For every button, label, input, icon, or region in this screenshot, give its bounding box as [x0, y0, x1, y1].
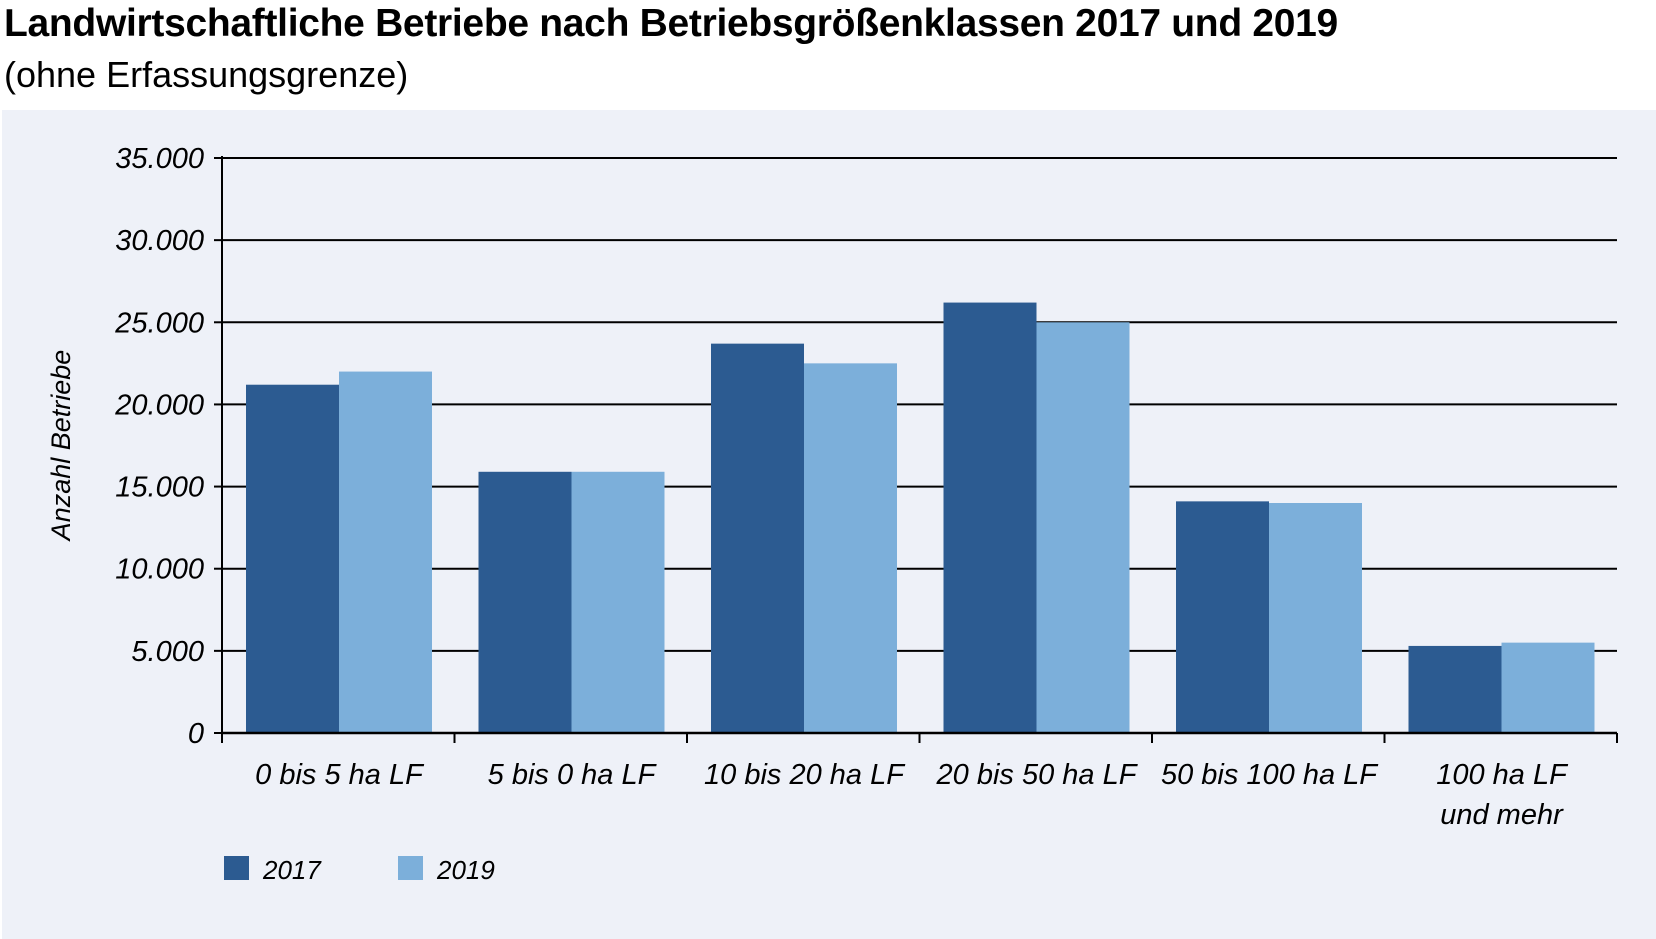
legend-label-2017: 2017	[262, 855, 322, 885]
chart-subtitle: (ohne Erfassungsgrenze)	[4, 54, 409, 95]
bar-2017	[711, 343, 804, 733]
bar-2019	[1036, 322, 1130, 733]
legend-swatch-2017	[224, 856, 249, 880]
x-tick-label: 20 bis 50 ha LF	[936, 759, 1139, 791]
x-tick-label: 50 bis 100 ha LF	[1161, 759, 1379, 791]
gridlines	[222, 157, 1617, 652]
bar-2019	[804, 363, 897, 733]
bars	[246, 302, 1595, 733]
legend-swatch-2019	[398, 856, 423, 880]
y-tick-label: 30.000	[115, 225, 204, 257]
x-tick-label: 5 bis 0 ha LF	[488, 759, 658, 791]
x-tick-label: 0 bis 5 ha LF	[255, 759, 425, 791]
tick-labels: 0 5.000 10.000 15.000 20.000 25.000 30.000 35.0…	[114, 143, 1569, 831]
bar-2019	[339, 371, 432, 733]
x-tick-label: 100 ha LF	[1436, 759, 1569, 791]
bar-2017	[1408, 645, 1502, 733]
bar-2017	[1176, 501, 1269, 733]
y-tick-label: 5.000	[131, 636, 204, 668]
y-tick-label: 25.000	[114, 307, 204, 339]
bar-2017	[478, 471, 572, 733]
legend-label-2019: 2019	[436, 855, 495, 885]
y-tick-label: 35.000	[115, 143, 204, 175]
y-tick-label: 20.000	[114, 389, 204, 421]
bar-2019	[1269, 503, 1362, 733]
legend: 2017 2019	[224, 855, 495, 885]
bar-2019	[571, 471, 665, 733]
chart-title: Landwirtschaftliche Betriebe nach Betrie…	[4, 2, 1338, 45]
x-tick-label: und mehr	[1440, 799, 1564, 831]
x-tick-label: 10 bis 20 ha LF	[704, 759, 906, 791]
bar-2019	[1501, 642, 1595, 733]
bar-2017	[246, 384, 339, 733]
y-tick-label: 0	[188, 718, 204, 750]
y-tick-label: 15.000	[115, 472, 204, 504]
y-axis-label: Anzahl Betriebe	[46, 350, 76, 543]
bar-2017	[943, 302, 1037, 733]
axes	[214, 156, 1618, 743]
y-tick-label: 10.000	[115, 554, 204, 586]
